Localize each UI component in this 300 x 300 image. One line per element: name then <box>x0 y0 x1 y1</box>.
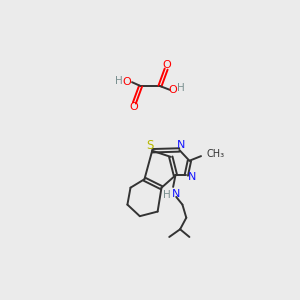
Text: O: O <box>163 60 171 70</box>
Text: H: H <box>177 83 185 93</box>
Text: CH₃: CH₃ <box>206 149 225 159</box>
Text: N: N <box>188 172 196 182</box>
Text: H: H <box>163 190 171 200</box>
Text: H: H <box>115 76 123 86</box>
Text: N: N <box>177 140 185 150</box>
Text: N: N <box>172 189 180 199</box>
Text: O: O <box>129 102 138 112</box>
Text: S: S <box>146 139 154 152</box>
Text: O: O <box>122 77 131 87</box>
Text: O: O <box>169 85 178 95</box>
